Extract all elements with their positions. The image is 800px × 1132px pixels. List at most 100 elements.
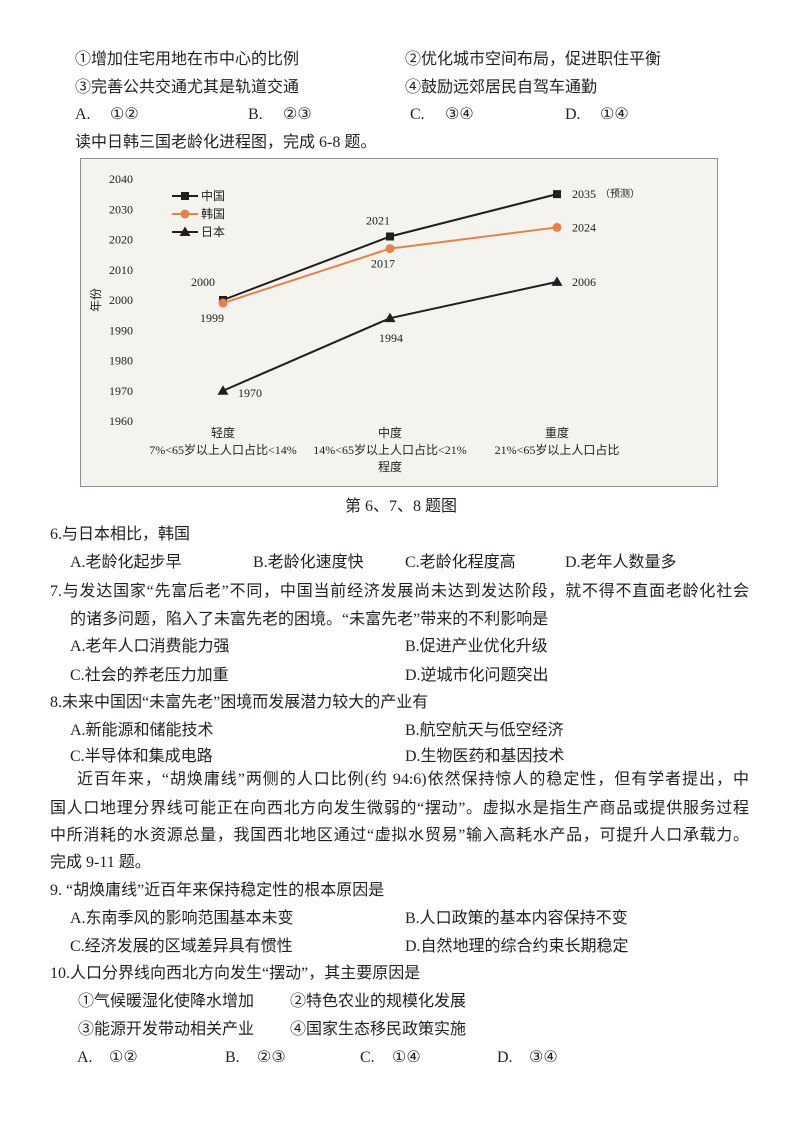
q9-option-c: C.经济发展的区域差异具有惯性 bbox=[70, 938, 293, 955]
option-letter: A. bbox=[75, 106, 91, 123]
option-value: ②③ bbox=[283, 106, 312, 123]
y-tick-label: 2000 bbox=[109, 293, 133, 307]
x-category-label: 轻度 bbox=[211, 425, 235, 440]
y-tick-label: 1980 bbox=[109, 354, 133, 368]
legend-label: 中国 bbox=[201, 188, 225, 203]
option-value: ③④ bbox=[529, 1049, 558, 1066]
china-data-label: 2035 （预测） bbox=[572, 187, 640, 202]
data-label-value: 1994 bbox=[379, 331, 403, 345]
passage-line-1: 近百年来，“胡焕庸线”两侧的人口比例(约 94:6)依然保持惊人的稳定性，但有学… bbox=[77, 771, 749, 788]
forecast-note: （预测） bbox=[600, 187, 640, 200]
q10-option-c: C. ①④ bbox=[360, 1044, 421, 1072]
q9-option-a: A.东南季风的影响范围基本未变 bbox=[70, 910, 294, 927]
legend-item-korea: 韩国 bbox=[172, 206, 225, 221]
korea-data-label: 2017 bbox=[371, 257, 395, 271]
legend-square-marker bbox=[181, 192, 189, 200]
y-tick-label: 2040 bbox=[109, 172, 133, 186]
q7-option-a: A.老年人口消费能力强 bbox=[70, 638, 230, 655]
q9-option-b: B.人口政策的基本内容保持不变 bbox=[405, 910, 628, 927]
legend-triangle-marker bbox=[179, 226, 191, 236]
japan-data-point bbox=[384, 312, 396, 323]
q8-option-d: D.生物医药和基因技术 bbox=[405, 748, 565, 765]
q5-item-4: ④鼓励远郊居民自驾车通勤 bbox=[405, 79, 598, 96]
x-category-note: 21%<65岁以上人口占比 bbox=[495, 442, 620, 457]
y-tick-label: 1960 bbox=[109, 414, 133, 428]
q5-option-d: D. ①④ bbox=[565, 101, 629, 129]
option-letter: C. bbox=[410, 106, 425, 123]
option-value: ①② bbox=[109, 1049, 138, 1066]
q6-option-d: D.老年人数量多 bbox=[565, 554, 677, 571]
q10-option-d: D. ③④ bbox=[497, 1044, 558, 1072]
q6-stem: 6.与日本相比，韩国 bbox=[50, 526, 191, 543]
passage-line-3: 中所消耗的水资源总量，我国西北地区通过“虚拟水贸易”输入高耗水产品，可提升人口承… bbox=[50, 827, 749, 844]
china-data-point bbox=[386, 232, 394, 241]
data-label-value: 1970 bbox=[238, 386, 262, 400]
q7-option-c: C.社会的养老压力加重 bbox=[70, 667, 229, 684]
korea-data-label: 2024 bbox=[572, 220, 596, 234]
data-label-value: 2024 bbox=[572, 220, 596, 234]
passage-line-4: 完成 9-11 题。 bbox=[50, 854, 151, 871]
q7-option-d: D.逆城市化问题突出 bbox=[405, 667, 549, 684]
aging-process-chart: 年份 1960 1970 1980 1990 2000 2010 2020 2030 2040 轻度… bbox=[80, 158, 718, 487]
option-letter: D. bbox=[497, 1049, 513, 1066]
data-label-value: 2000 bbox=[191, 275, 215, 289]
q10-stem: 10.人口分界线向西北方向发生“摆动”，其主要原因是 bbox=[50, 965, 421, 982]
data-label-value: 2035 bbox=[572, 187, 596, 201]
legend-item-china: 中国 bbox=[172, 188, 225, 203]
legend-label: 韩国 bbox=[201, 206, 225, 221]
q5-option-a: A. ①② bbox=[75, 101, 139, 129]
x-category-note: 7%<65岁以上人口占比<14% bbox=[149, 442, 297, 457]
q8-stem: 8.未来中国因“未富先老”困境而发展潜力较大的产业有 bbox=[50, 694, 429, 711]
q7-stem-line-1: 7.与发达国家“先富后老”不同，中国当前经济发展尚未达到发达阶段，就不得不直面老… bbox=[50, 583, 749, 600]
q10-option-b: B. ②③ bbox=[225, 1044, 286, 1072]
option-value: ①② bbox=[110, 106, 139, 123]
option-letter: B. bbox=[225, 1049, 240, 1066]
japan-data-point bbox=[217, 385, 229, 395]
q5-item-1: ①增加住宅用地在市中心的比例 bbox=[75, 51, 300, 68]
x-axis-label: 程度 bbox=[378, 459, 402, 474]
x-category-note: 14%<65岁以上人口占比<21% bbox=[313, 442, 467, 457]
q6-option-c: C.老龄化程度高 bbox=[405, 554, 516, 571]
q5-item-2: ②优化城市空间布局，促进职住平衡 bbox=[405, 51, 662, 68]
x-axis-categories: 轻度 7%<65岁以上人口占比<14% 中度 14%<65岁以上人口占比<21% 重度 2… bbox=[149, 425, 619, 457]
q9-option-d: D.自然地理的综合约束长期稳定 bbox=[405, 938, 629, 955]
q10-option-a: A. ①② bbox=[77, 1044, 138, 1072]
q10-item-4: ④国家生态移民政策实施 bbox=[290, 1021, 467, 1038]
passage-line-2: 国人口地理分界线可能正在向西北方向发生微弱的“摆动”。虚拟水是指生产商品或提供服… bbox=[50, 800, 749, 817]
x-category-label: 重度 bbox=[545, 425, 569, 440]
q9-stem: 9. “胡焕庸线”近百年来保持稳定性的根本原因是 bbox=[50, 882, 385, 899]
data-label-value: 1999 bbox=[200, 311, 224, 325]
q10-item-3: ③能源开发带动相关产业 bbox=[78, 1021, 255, 1038]
y-tick-label: 1970 bbox=[109, 384, 133, 398]
option-letter: D. bbox=[565, 106, 581, 123]
japan-data-label: 1970 bbox=[238, 386, 262, 400]
data-label-value: 2021 bbox=[366, 213, 390, 227]
japan-data-label: 1994 bbox=[379, 331, 403, 345]
korea-data-point bbox=[218, 298, 228, 308]
q6-option-b: B.老龄化速度快 bbox=[253, 554, 364, 571]
korea-data-label: 1999 bbox=[200, 311, 224, 325]
china-data-label: 2021 bbox=[366, 213, 390, 227]
x-category-label: 中度 bbox=[378, 425, 402, 440]
figure-caption: 第 6、7、8 题图 bbox=[344, 498, 457, 515]
y-tick-label: 1990 bbox=[109, 323, 133, 337]
china-data-label: 2000 bbox=[191, 275, 215, 289]
q10-item-1: ①气候暖湿化使降水增加 bbox=[78, 993, 255, 1010]
y-tick-label: 2030 bbox=[109, 202, 133, 216]
y-axis-label: 年份 bbox=[89, 288, 103, 312]
q8-option-a: A.新能源和储能技术 bbox=[70, 722, 214, 739]
q7-stem-line-2: 的诸多问题，陷入了未富先老的困境。“未富先老”带来的不利影响是 bbox=[70, 611, 549, 628]
y-axis-ticks: 1960 1970 1980 1990 2000 2010 2020 2030 2040 bbox=[109, 172, 133, 428]
data-label-value: 2006 bbox=[572, 275, 596, 289]
series-group: 2000 2021 2035 （预测） 1999 2017 2024 1970 1994 2006 bbox=[191, 187, 640, 400]
option-value: ②③ bbox=[257, 1049, 286, 1066]
korea-data-point bbox=[385, 244, 395, 254]
q6-option-a: A.老龄化起步早 bbox=[70, 554, 182, 571]
y-tick-label: 2010 bbox=[109, 263, 133, 277]
q8-option-c: C.半导体和集成电路 bbox=[70, 748, 213, 765]
q5-item-3: ③完善公共交通尤其是轨道交通 bbox=[75, 79, 300, 96]
option-value: ③④ bbox=[445, 106, 474, 123]
q7-option-b: B.促进产业优化升级 bbox=[405, 638, 548, 655]
